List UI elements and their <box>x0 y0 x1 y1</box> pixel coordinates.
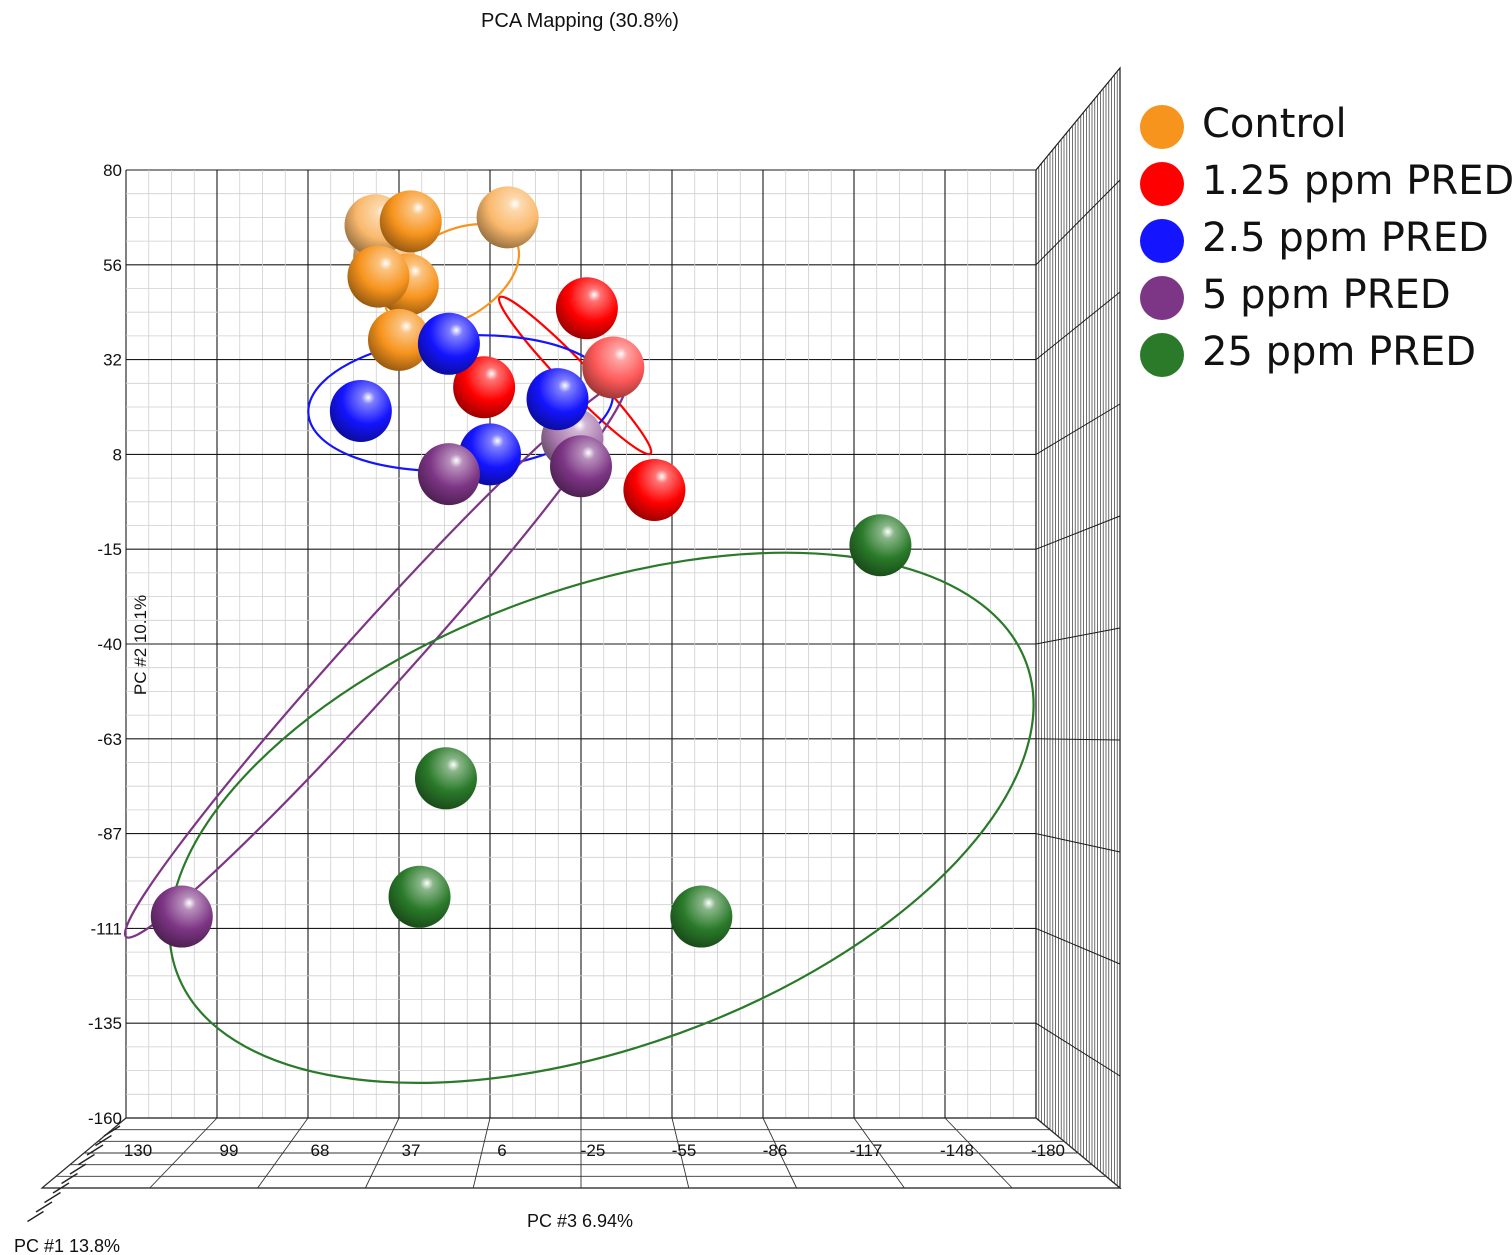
y-tick-label: -135 <box>88 1014 122 1033</box>
x-tick-label: -86 <box>763 1141 788 1160</box>
z-tick-mark <box>61 1172 78 1185</box>
legend-label: 5 ppm PRED <box>1202 272 1451 318</box>
z-tick-mark <box>103 1125 121 1137</box>
y-tick-label: -15 <box>97 540 122 559</box>
x-axis-label: PC #3 6.94% <box>527 1211 633 1231</box>
z-tick-mark <box>86 1144 104 1156</box>
y-tick-label: -87 <box>97 825 122 844</box>
data-point <box>849 514 912 577</box>
side-grid-horizontal <box>1035 291 1121 360</box>
data-point <box>379 190 442 253</box>
data-point <box>368 308 430 371</box>
side-grid-horizontal <box>1035 833 1121 853</box>
z-tick-mark <box>27 1210 44 1223</box>
chart-title: PCA Mapping (30.8%) <box>481 10 679 32</box>
side-grid-horizontal <box>1035 738 1121 741</box>
z-axis-ticks <box>27 1125 121 1223</box>
x-tick-label: -25 <box>581 1141 606 1160</box>
y-tick-label: -160 <box>88 1109 122 1128</box>
x-tick-label: -148 <box>940 1141 974 1160</box>
x-tick-label: -180 <box>1031 1141 1065 1160</box>
legend-label: 2.5 ppm PRED <box>1202 215 1489 261</box>
chart-back-wall <box>125 169 1037 1119</box>
x-tick-label: 37 <box>402 1141 421 1160</box>
z-axis-label: PC #1 13.8% <box>14 1236 120 1255</box>
y-tick-label: 56 <box>103 256 122 275</box>
data-point <box>417 443 480 506</box>
legend-swatch <box>1140 276 1184 320</box>
side-grid-horizontal <box>1035 515 1121 550</box>
legend-swatch <box>1140 162 1184 206</box>
chart-floor <box>40 1117 1122 1189</box>
legend-swatch <box>1140 105 1184 149</box>
side-grid-horizontal <box>1035 179 1121 266</box>
data-point <box>526 368 589 431</box>
z-tick-mark <box>52 1182 70 1194</box>
data-point <box>388 865 451 928</box>
data-point <box>329 379 392 442</box>
x-tick-label: -55 <box>672 1141 697 1160</box>
x-tick-label: -117 <box>850 1141 883 1160</box>
z-tick-mark <box>95 1134 112 1147</box>
data-points-near <box>150 190 912 948</box>
legend-label: 1.25 ppm PRED <box>1202 158 1512 204</box>
side-grid-horizontal <box>1035 927 1121 965</box>
x-tick-label: 6 <box>497 1141 506 1160</box>
z-tick-mark <box>78 1153 95 1166</box>
data-point <box>347 245 410 308</box>
data-point <box>582 336 645 399</box>
data-point <box>550 435 612 498</box>
y-axis-label: PC #2 10.1% <box>131 595 150 695</box>
data-point <box>476 186 539 249</box>
data-point <box>670 885 733 948</box>
data-point <box>453 356 516 419</box>
x-tick-label: 68 <box>311 1141 330 1160</box>
x-tick-label: 130 <box>124 1141 152 1160</box>
data-point <box>414 747 477 810</box>
y-axis-ticks: 80 56 32 8 -15 -40 -63 -87 -111 -135 -160 <box>88 161 122 1128</box>
side-grid-horizontal <box>1035 627 1121 645</box>
y-tick-label: -111 <box>90 919 122 938</box>
x-axis-ticks: 130 99 68 37 6 -25 -55 -86 -117 -148 -180 <box>124 1141 1065 1160</box>
y-tick-label: -63 <box>97 730 122 749</box>
chart-side-wall <box>1035 66 1121 1190</box>
data-point <box>417 312 480 375</box>
y-tick-label: -40 <box>97 635 122 654</box>
z-tick-mark <box>44 1191 61 1204</box>
z-tick-mark <box>35 1201 53 1213</box>
y-tick-label: 80 <box>103 161 122 180</box>
data-point <box>150 885 213 948</box>
data-point <box>623 458 686 521</box>
legend-swatch <box>1140 219 1184 263</box>
x-tick-label: 99 <box>220 1141 239 1160</box>
group-ellipse <box>168 551 1035 1084</box>
side-grid-horizontal <box>1035 1022 1121 1077</box>
y-tick-label: 8 <box>113 445 122 464</box>
legend-label: 25 ppm PRED <box>1202 329 1477 375</box>
legend-label: Control <box>1202 101 1347 147</box>
y-tick-label: 32 <box>103 351 122 370</box>
data-point <box>555 277 618 340</box>
side-grid-horizontal <box>1035 403 1121 455</box>
legend-swatch <box>1140 333 1184 377</box>
z-tick-mark <box>69 1163 87 1175</box>
